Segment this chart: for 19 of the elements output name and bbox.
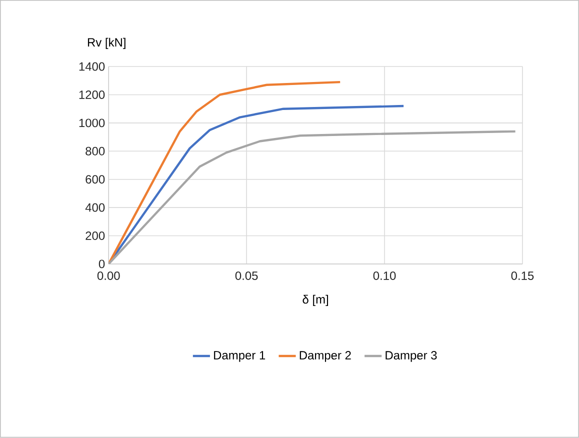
y-tick-label: 800 xyxy=(86,147,105,156)
legend-label: Damper 2 xyxy=(300,351,351,362)
x-axis-title: δ [m] xyxy=(302,294,328,306)
y-tick-label: 1000 xyxy=(79,118,105,128)
line-series xyxy=(108,130,516,264)
y-tick-label: 200 xyxy=(86,232,105,240)
y-tick-label: 0 xyxy=(98,260,105,268)
y-tick-label: 1200 xyxy=(79,90,105,100)
y-axis-title: Rv [kN] xyxy=(88,38,126,50)
line-series xyxy=(108,81,342,264)
y-tick-label: 1400 xyxy=(79,62,105,71)
x-tick-label: 0.10 xyxy=(373,272,396,280)
legend-label: Damper 3 xyxy=(386,351,437,362)
y-tick-label: 600 xyxy=(86,175,105,184)
legend-label: Damper 1 xyxy=(214,351,266,362)
y-tick-label: 400 xyxy=(85,203,105,212)
x-tick-label: 0.00 xyxy=(97,272,120,280)
x-tick-label: 0.05 xyxy=(235,272,258,280)
x-tick-label: 0.15 xyxy=(511,272,534,280)
